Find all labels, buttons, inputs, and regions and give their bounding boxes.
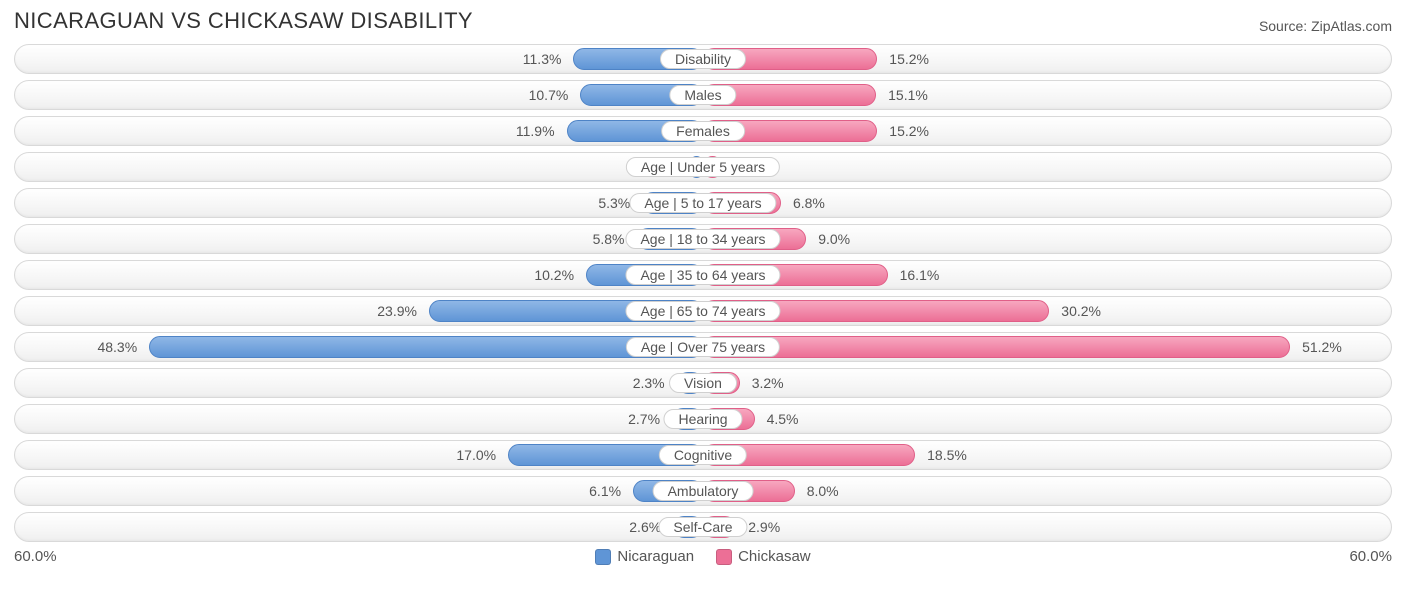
category-label: Age | 18 to 34 years bbox=[625, 229, 780, 249]
legend-item-right: Chickasaw bbox=[716, 548, 811, 565]
legend: Nicaraguan Chickasaw bbox=[57, 548, 1350, 565]
source-attribution: Source: ZipAtlas.com bbox=[1259, 18, 1392, 34]
source-name: ZipAtlas.com bbox=[1311, 18, 1392, 34]
category-label: Hearing bbox=[663, 409, 742, 429]
chart-row: 11.9% 15.2% Females bbox=[14, 116, 1392, 146]
value-label-left: 48.3% bbox=[97, 333, 143, 361]
value-label-left: 2.7% bbox=[628, 405, 666, 433]
category-label: Ambulatory bbox=[653, 481, 754, 501]
value-label-left: 11.9% bbox=[516, 117, 561, 145]
chart-row: 10.2% 16.1% Age | 35 to 64 years bbox=[14, 260, 1392, 290]
chart-row: 23.9% 30.2% Age | 65 to 74 years bbox=[14, 296, 1392, 326]
value-label-right: 16.1% bbox=[894, 261, 940, 289]
category-label: Age | 35 to 64 years bbox=[625, 265, 780, 285]
chart-row: 2.3% 3.2% Vision bbox=[14, 368, 1392, 398]
chart-row: 5.3%6.8%Age | 5 to 17 years bbox=[14, 188, 1392, 218]
value-label-right: 15.2% bbox=[883, 117, 929, 145]
category-label: Cognitive bbox=[659, 445, 747, 465]
legend-swatch-left bbox=[595, 549, 611, 565]
diverging-bar-chart: 11.3% 15.2% Disability 10.7% 15.1% Males 11.9%… bbox=[14, 44, 1392, 542]
value-label-right: 30.2% bbox=[1055, 297, 1101, 325]
chart-row: 6.1% 8.0% Ambulatory bbox=[14, 476, 1392, 506]
chart-footer: 60.0% Nicaraguan Chickasaw 60.0% bbox=[14, 548, 1392, 565]
value-label-right: 51.2% bbox=[1296, 333, 1342, 361]
value-label-left: 10.2% bbox=[534, 261, 580, 289]
axis-max-right: 60.0% bbox=[1349, 548, 1392, 565]
category-label: Males bbox=[669, 85, 736, 105]
chart-row: 48.3% 51.2% Age | Over 75 years bbox=[14, 332, 1392, 362]
chart-row: 2.7% 4.5% Hearing bbox=[14, 404, 1392, 434]
value-label-right: 6.8% bbox=[787, 189, 825, 217]
chart-row: 11.3% 15.2% Disability bbox=[14, 44, 1392, 74]
value-label-left: 11.3% bbox=[523, 45, 568, 73]
value-label-left: 10.7% bbox=[529, 81, 575, 109]
chart-row: 17.0% 18.5% Cognitive bbox=[14, 440, 1392, 470]
value-label-right: 4.5% bbox=[761, 405, 799, 433]
chart-row: 1.1%1.7%Age | Under 5 years bbox=[14, 152, 1392, 182]
bar-right bbox=[703, 336, 1290, 358]
value-label-right: 3.2% bbox=[746, 369, 784, 397]
value-label-right: 15.1% bbox=[882, 81, 928, 109]
legend-swatch-right bbox=[716, 549, 732, 565]
value-label-left: 6.1% bbox=[589, 477, 627, 505]
value-label-right: 8.0% bbox=[801, 477, 839, 505]
value-label-right: 18.5% bbox=[921, 441, 967, 469]
bar-left bbox=[149, 336, 703, 358]
category-label: Age | Under 5 years bbox=[626, 157, 780, 177]
value-label-left: 23.9% bbox=[377, 297, 423, 325]
axis-max-left: 60.0% bbox=[14, 548, 57, 565]
category-label: Vision bbox=[669, 373, 737, 393]
chart-row: 2.6%2.9%Self-Care bbox=[14, 512, 1392, 542]
value-label-right: 15.2% bbox=[883, 45, 929, 73]
chart-title: NICARAGUAN VS CHICKASAW DISABILITY bbox=[14, 8, 473, 34]
category-label: Age | Over 75 years bbox=[626, 337, 780, 357]
value-label-left: 17.0% bbox=[456, 441, 502, 469]
legend-label-left: Nicaraguan bbox=[617, 548, 694, 565]
category-label: Age | 5 to 17 years bbox=[629, 193, 776, 213]
category-label: Females bbox=[661, 121, 745, 141]
legend-label-right: Chickasaw bbox=[738, 548, 811, 565]
chart-row: 10.7% 15.1% Males bbox=[14, 80, 1392, 110]
category-label: Age | 65 to 74 years bbox=[625, 301, 780, 321]
category-label: Self-Care bbox=[658, 517, 747, 537]
source-label: Source: bbox=[1259, 18, 1307, 34]
chart-row: 5.8%9.0%Age | 18 to 34 years bbox=[14, 224, 1392, 254]
category-label: Disability bbox=[660, 49, 746, 69]
value-label-right: 9.0% bbox=[812, 225, 850, 253]
value-label-right: 2.9% bbox=[742, 513, 780, 541]
value-label-left: 2.3% bbox=[633, 369, 671, 397]
legend-item-left: Nicaraguan bbox=[595, 548, 694, 565]
